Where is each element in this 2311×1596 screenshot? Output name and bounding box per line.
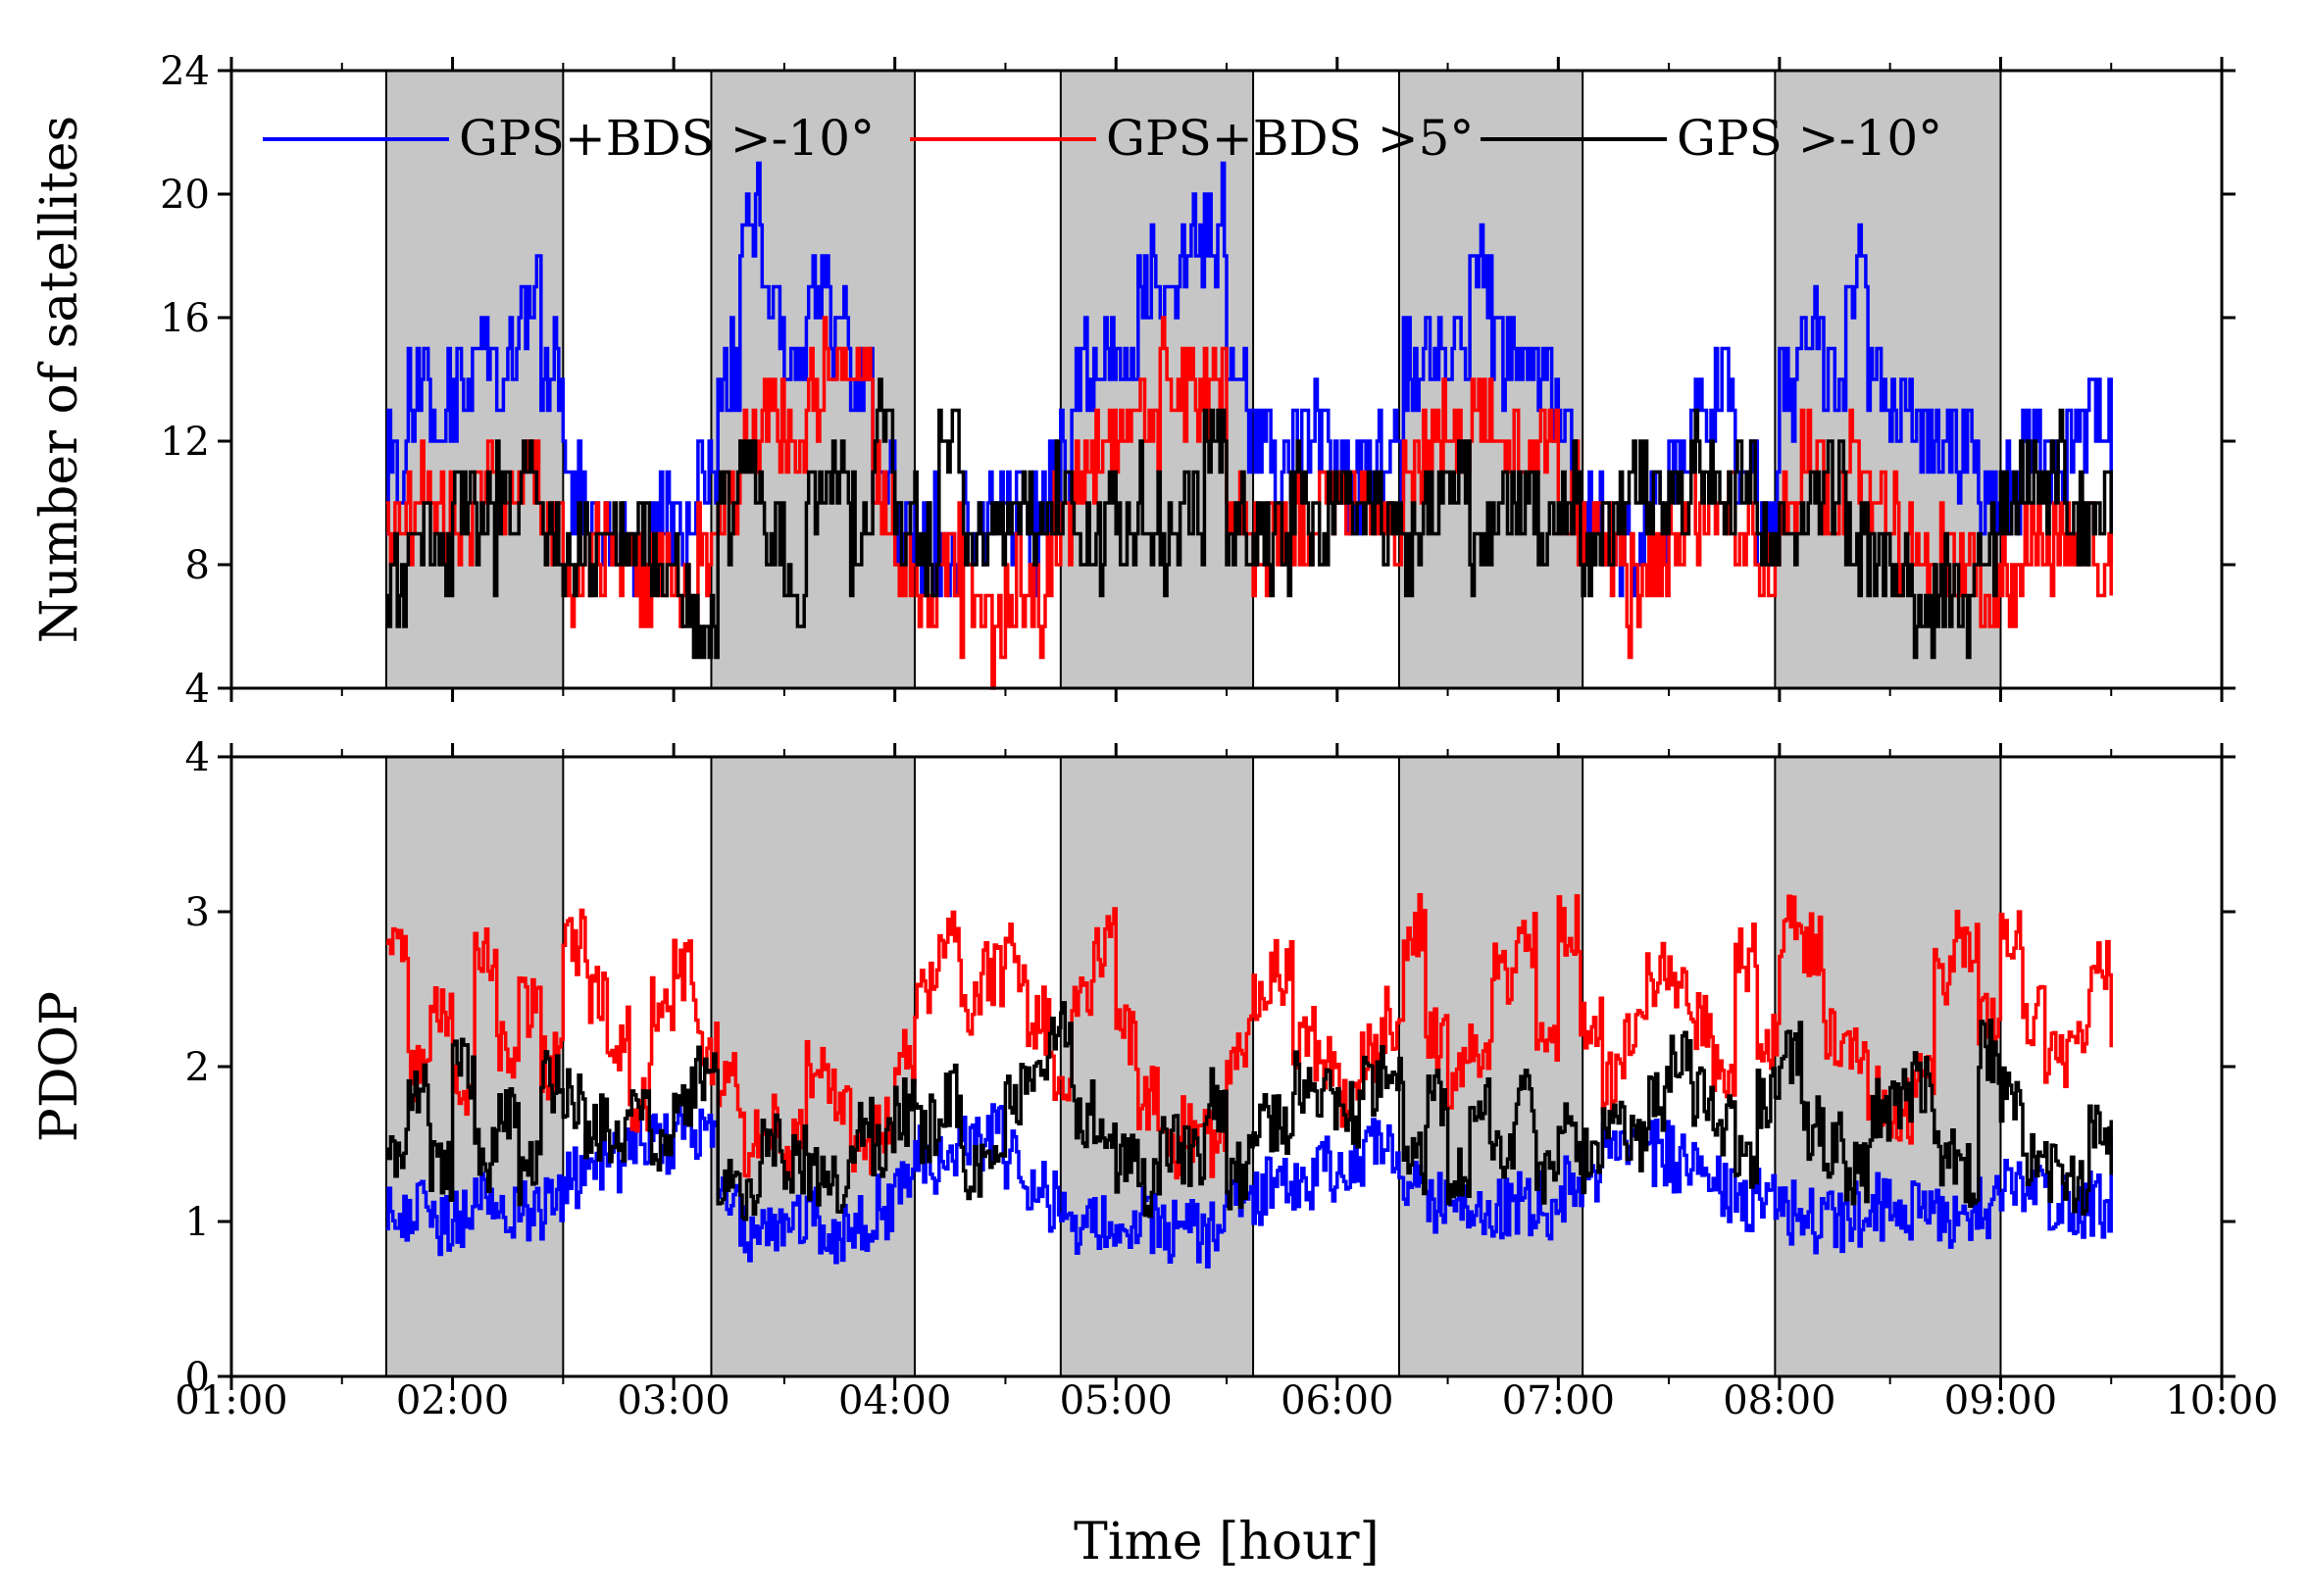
satellites-y-axis-title: Number of satellites: [30, 116, 89, 643]
x-tick-label: 01:00: [175, 1378, 287, 1423]
satellites-y-tick-label: 8: [185, 543, 210, 588]
x-tick-label: 02:00: [396, 1378, 509, 1423]
pdop-y-tick-label: 3: [185, 890, 210, 935]
satellites-y-tick-label: 16: [160, 296, 210, 341]
legend-label-2: GPS+BDS >5°: [1106, 110, 1474, 167]
pdop-series-gps-10-: [385, 1001, 2113, 1222]
x-tick-label: 07:00: [1502, 1378, 1615, 1423]
pdop-series-gps-bds-5-: [385, 893, 2113, 1180]
satellites-y-tick-label: 20: [160, 173, 210, 218]
pdop-panel: 0 1 2 3 4 PDOP: [30, 735, 2236, 1400]
pdop-series-gps-bds-10-: [385, 1093, 2113, 1269]
legend: GPS+BDS >-10° GPS+BDS >5° GPS >-10°: [263, 110, 1942, 167]
satellites-y-tick-label: 4: [185, 667, 210, 712]
pdop-shaded-period-3: [1059, 756, 1255, 1377]
pdop-shaded-period-2: [710, 756, 916, 1377]
x-axis-title: Time [hour]: [1074, 1513, 1380, 1571]
x-tick-label: 03:00: [617, 1378, 729, 1423]
x-tick-label: 04:00: [838, 1378, 951, 1423]
x-tick-label: 06:00: [1281, 1378, 1393, 1423]
legend-label-3: GPS >-10°: [1677, 110, 1942, 167]
satellites-series-gps-10-: [385, 377, 2113, 660]
x-tick-label: 05:00: [1060, 1378, 1173, 1423]
pdop-shaded-period-5: [1774, 756, 2002, 1377]
satellites-y-tick-label: 12: [160, 420, 210, 465]
pdop-y-tick-label: 4: [185, 735, 210, 780]
x-tick-label: 09:00: [1944, 1378, 2057, 1423]
legend-label-1: GPS+BDS >-10°: [459, 110, 875, 167]
pdop-y-tick-label: 0: [185, 1355, 210, 1400]
satellites-series-gps-bds-10-: [385, 161, 2113, 598]
satellites-panel: 4 8 12 16 20 24 Number of satellites GPS+BDS …: [30, 49, 2236, 712]
pdop-y-tick-label: 1: [185, 1200, 210, 1245]
x-tick-label: 08:00: [1723, 1378, 1835, 1423]
pdop-y-axis-title: PDOP: [30, 991, 89, 1142]
satellites-y-tick-label: 24: [160, 49, 210, 94]
x-tick-label: 10:00: [2165, 1378, 2278, 1423]
pdop-y-tick-label: 2: [185, 1045, 210, 1090]
